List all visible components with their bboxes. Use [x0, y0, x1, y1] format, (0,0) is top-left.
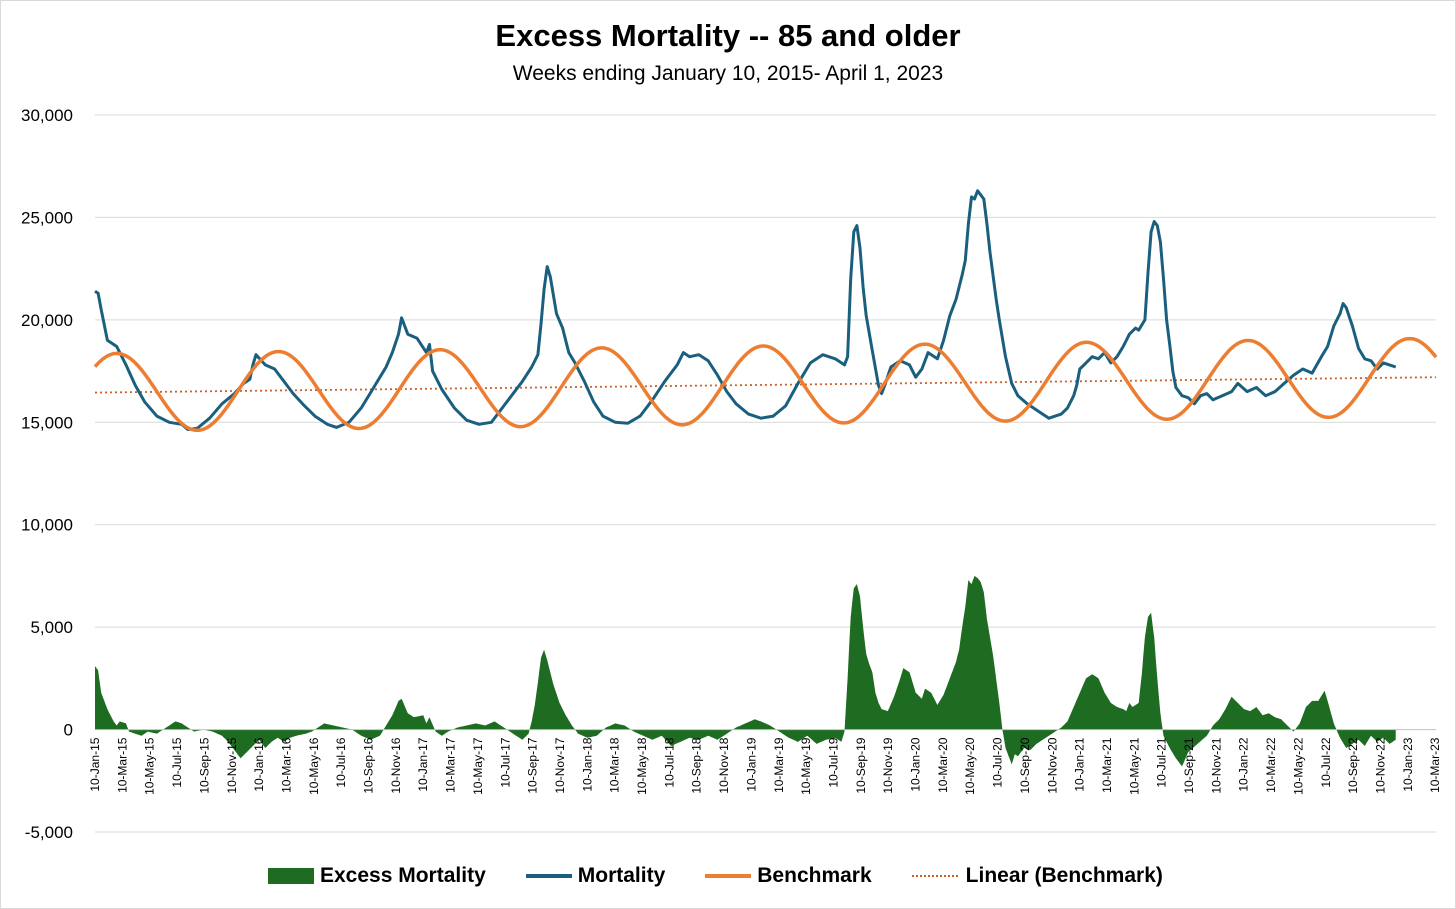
y-tick-label: 15,000	[21, 413, 73, 432]
x-tick-label: 10-Jul-19	[827, 737, 841, 787]
x-tick-label: 10-Mar-22	[1264, 737, 1278, 793]
x-tick-label: 10-Mar-20	[936, 737, 950, 793]
x-tick-label: 10-Mar-23	[1428, 737, 1442, 793]
x-tick-label: 10-Nov-15	[225, 737, 239, 793]
x-tick-label: 10-May-19	[799, 737, 813, 795]
x-tick-label: 10-May-16	[307, 737, 321, 795]
x-tick-label: 10-Mar-17	[444, 737, 458, 793]
x-tick-label: 10-May-22	[1291, 737, 1305, 795]
x-tick-label: 10-Sep-21	[1182, 737, 1196, 793]
x-tick-label: 10-Sep-16	[362, 737, 376, 793]
x-tick-label: 10-Mar-21	[1100, 737, 1114, 793]
x-tick-label: 10-Jan-18	[580, 737, 594, 791]
x-tick-label: 10-Jan-21	[1073, 737, 1087, 791]
x-tick-label: 10-May-17	[471, 737, 485, 795]
mortality-line	[94, 189, 1397, 431]
y-tick-label: -5,000	[25, 823, 73, 842]
x-tick-label: 10-Jan-17	[416, 737, 430, 791]
x-tick-label: 10-Jan-19	[744, 737, 758, 791]
x-tick-label: 10-Jul-17	[498, 737, 512, 787]
legend-mortality-label: Mortality	[577, 864, 666, 887]
x-tick-label: 10-Mar-16	[280, 737, 294, 793]
benchmark-line	[93, 336, 1438, 433]
y-tick-label: 20,000	[21, 311, 73, 330]
chart-title: Excess Mortality -- 85 and older	[495, 18, 961, 53]
x-tick-label: 10-Jul-15	[170, 737, 184, 787]
x-tick-label: 10-Nov-19	[881, 737, 895, 793]
legend-excess-label: Excess Mortality	[320, 864, 486, 887]
y-tick-label: 5,000	[30, 618, 73, 637]
legend-linear: Linear (Benchmark)	[911, 864, 1163, 888]
x-tick-label: 10-Jan-22	[1237, 737, 1251, 791]
x-tick-label: 10-Mar-19	[772, 737, 786, 793]
x-tick-label: 10-May-15	[143, 737, 157, 795]
legend-linear-label: Linear (Benchmark)	[965, 864, 1163, 887]
x-tick-label: 10-Jul-18	[662, 737, 676, 787]
x-tick-label: 10-Sep-17	[526, 737, 540, 793]
legend-mortality-swatch	[525, 874, 572, 878]
x-tick-label: 10-Mar-15	[115, 737, 129, 793]
legend-mortality: Mortality	[525, 864, 666, 888]
x-tick-label: 10-May-20	[963, 737, 977, 795]
x-tick-label: 10-Sep-22	[1346, 737, 1360, 793]
x-tick-label: 10-Nov-18	[717, 737, 731, 793]
x-tick-label: 10-Jan-16	[252, 737, 266, 791]
x-tick-label: 10-Jul-21	[1155, 737, 1169, 787]
x-tick-label: 10-Mar-18	[608, 737, 622, 793]
x-tick-label: 10-Jul-20	[991, 737, 1005, 787]
x-tick-label: 10-Sep-20	[1018, 737, 1032, 793]
excess-mortality-area	[95, 575, 1396, 767]
x-tick-label: 10-May-18	[635, 737, 649, 795]
linear-benchmark-line	[94, 376, 1437, 394]
x-tick-label: 10-Sep-19	[854, 737, 868, 793]
x-tick-label: 10-Jan-23	[1401, 737, 1415, 791]
x-tick-label: 10-Sep-15	[197, 737, 211, 793]
legend-benchmark-label: Benchmark	[757, 864, 872, 887]
x-tick-label: 10-Jul-22	[1319, 737, 1333, 787]
x-tick-label: 10-Nov-21	[1209, 737, 1223, 793]
chart-legend: Excess Mortality Mortality Benchmark Lin…	[268, 861, 1203, 891]
x-tick-label: 10-Jul-16	[334, 737, 348, 787]
chart-subtitle: Weeks ending January 10, 2015- April 1, …	[512, 62, 944, 85]
x-tick-label: 10-Jan-20	[909, 737, 923, 791]
x-tick-label: 10-May-21	[1127, 737, 1141, 795]
y-tick-label: 0	[64, 721, 73, 740]
legend-excess-swatch	[268, 868, 314, 884]
x-tick-label: 10-Jan-15	[88, 737, 102, 791]
y-tick-label: 30,000	[21, 106, 73, 125]
legend-benchmark: Benchmark	[705, 864, 872, 888]
y-tick-label: 25,000	[21, 208, 73, 227]
x-tick-label: 10-Nov-20	[1045, 737, 1059, 793]
x-tick-label: 10-Nov-17	[553, 737, 567, 793]
x-tick-label: 10-Sep-18	[690, 737, 704, 793]
legend-benchmark-swatch	[705, 874, 752, 878]
legend-excess: Excess Mortality	[268, 864, 486, 888]
x-tick-label: 10-Nov-22	[1374, 737, 1388, 793]
y-tick-label: 10,000	[21, 516, 73, 535]
x-tick-label: 10-Nov-16	[389, 737, 403, 793]
legend-linear-swatch	[911, 875, 958, 877]
